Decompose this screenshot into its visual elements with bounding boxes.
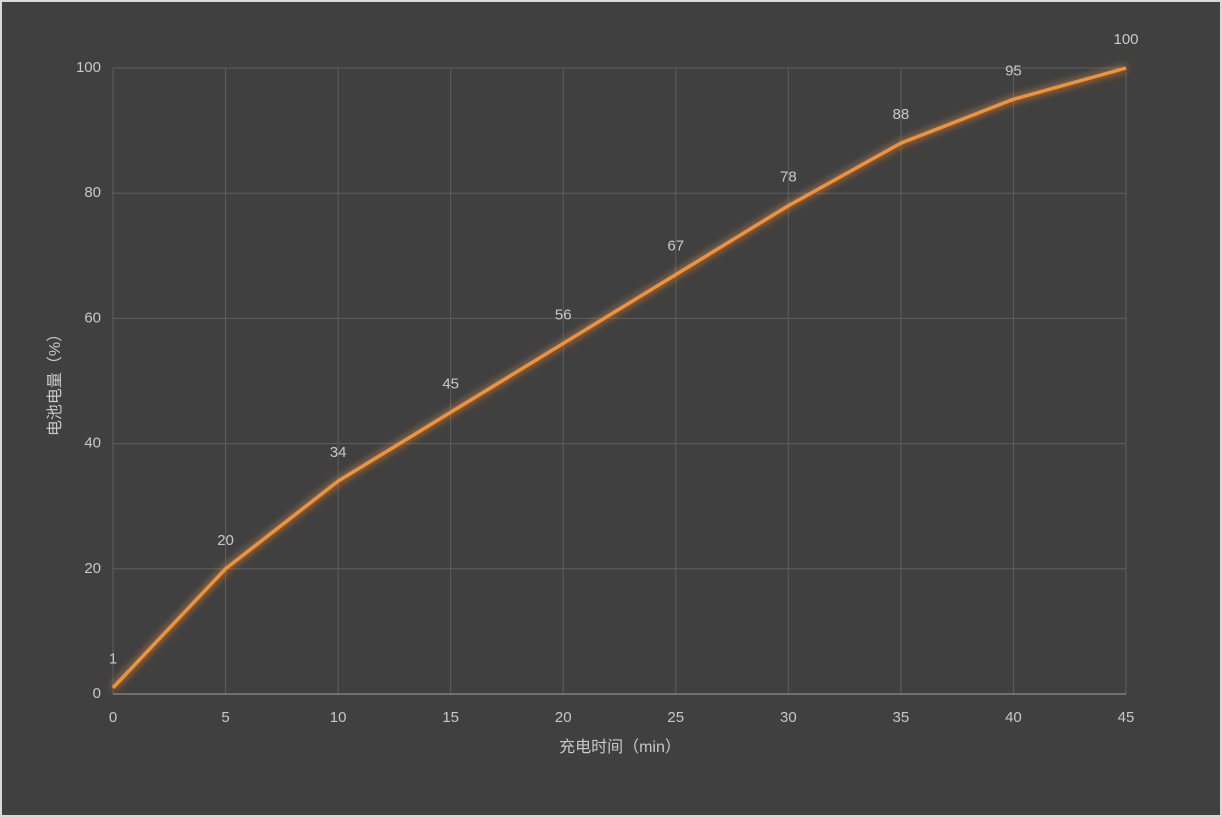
- x-tick-label: 20: [555, 709, 572, 726]
- y-tick-label: 80: [84, 184, 101, 201]
- data-label: 1: [109, 651, 117, 668]
- x-tick-label: 40: [1005, 709, 1022, 726]
- x-tick-label: 45: [1118, 709, 1135, 726]
- data-label: 88: [893, 106, 910, 123]
- x-tick-label: 15: [442, 709, 459, 726]
- data-line: [111, 66, 1127, 689]
- data-label: 95: [1005, 62, 1022, 79]
- x-tick-label: 0: [109, 709, 117, 726]
- y-tick-label: 0: [93, 685, 101, 702]
- data-label: 78: [780, 169, 797, 186]
- data-label: 45: [442, 375, 459, 392]
- x-tick-label: 35: [893, 709, 910, 726]
- data-label: 100: [1113, 31, 1138, 48]
- x-tick-label: 5: [221, 709, 229, 726]
- data-label: 20: [217, 532, 234, 549]
- y-axis-title: 电池电量（%）: [46, 326, 64, 436]
- data-label: 67: [667, 238, 684, 255]
- y-tick-label: 100: [76, 59, 101, 76]
- x-axis-title: 充电时间（min）: [559, 738, 681, 756]
- x-tick-label: 25: [667, 709, 684, 726]
- y-tick-label: 20: [84, 560, 101, 577]
- data-label: 34: [330, 444, 347, 461]
- x-tick-label: 30: [780, 709, 797, 726]
- x-tick-label: 10: [330, 709, 347, 726]
- y-tick-label: 40: [84, 435, 101, 452]
- y-tick-label: 60: [84, 309, 101, 326]
- data-label: 56: [555, 306, 572, 323]
